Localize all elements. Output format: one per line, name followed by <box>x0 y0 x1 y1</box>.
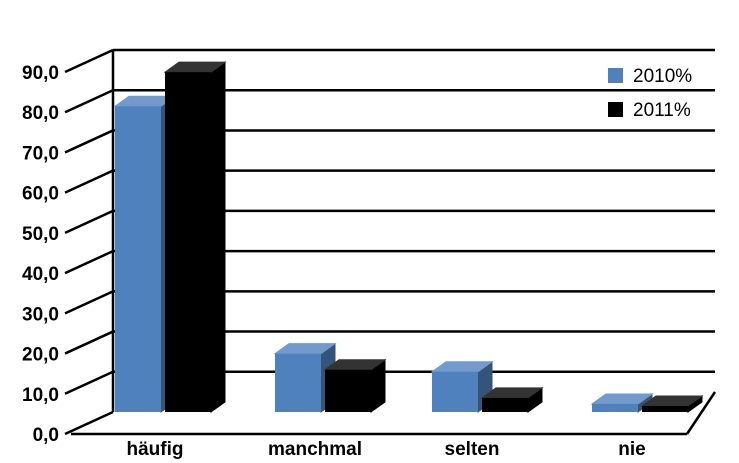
y-tick-label: 0,0 <box>33 425 59 446</box>
wall-gridline <box>64 290 114 315</box>
wall-gridline <box>64 370 114 395</box>
wall-gridline <box>64 169 114 194</box>
y-tick-label: 50,0 <box>22 224 59 245</box>
y-tick-label: 30,0 <box>22 304 59 325</box>
legend-swatch <box>608 68 623 83</box>
bar <box>163 61 227 413</box>
x-tick-label: selten <box>445 439 500 460</box>
wall-gridline <box>64 48 114 74</box>
bar-front <box>642 405 688 412</box>
bar <box>640 394 704 413</box>
wall-gridline <box>64 129 114 154</box>
wall-gridline <box>64 249 114 275</box>
x-tick-label: häufig <box>127 439 184 460</box>
floor-fill <box>65 412 739 434</box>
bar-front <box>165 72 211 412</box>
floor-right-edge <box>685 391 717 435</box>
x-tick-label: manchmal <box>268 439 362 460</box>
y-tick-label: 80,0 <box>22 103 59 124</box>
bar <box>323 358 387 413</box>
y-tick-label: 90,0 <box>22 63 59 84</box>
bars <box>113 61 704 413</box>
bar-front <box>592 403 638 412</box>
bar-side <box>210 61 226 413</box>
bar-front <box>275 353 321 412</box>
x-axis-labels: häufig manchmal selten nie <box>127 439 646 460</box>
floor-left-edge <box>64 410 114 436</box>
bar <box>590 392 654 413</box>
wall-gridline <box>64 209 114 235</box>
y-tick-label: 60,0 <box>22 184 59 205</box>
bar-front <box>325 369 371 412</box>
y-tick-label: 10,0 <box>22 385 59 406</box>
bar-front <box>482 397 528 412</box>
legend-swatch <box>608 102 623 117</box>
y-tick-label: 70,0 <box>22 143 59 164</box>
bar <box>430 360 494 413</box>
x-tick-label: nie <box>618 439 645 460</box>
wall-gridline <box>64 89 114 114</box>
bar-front <box>432 371 478 412</box>
y-tick-label: 20,0 <box>22 345 59 366</box>
y-tick-label: 40,0 <box>22 264 59 285</box>
bar-front <box>115 106 161 413</box>
wall-gridline <box>64 330 114 355</box>
legend-label: 2011% <box>633 100 691 121</box>
legend-label: 2010% <box>633 66 692 87</box>
legend: 2010% 2011% <box>608 66 692 121</box>
bar <box>480 386 544 413</box>
y-axis-ticks: 0,0 10,0 20,0 30,0 40,0 50,0 60,0 70,0 80,0 90,0 <box>22 63 59 446</box>
